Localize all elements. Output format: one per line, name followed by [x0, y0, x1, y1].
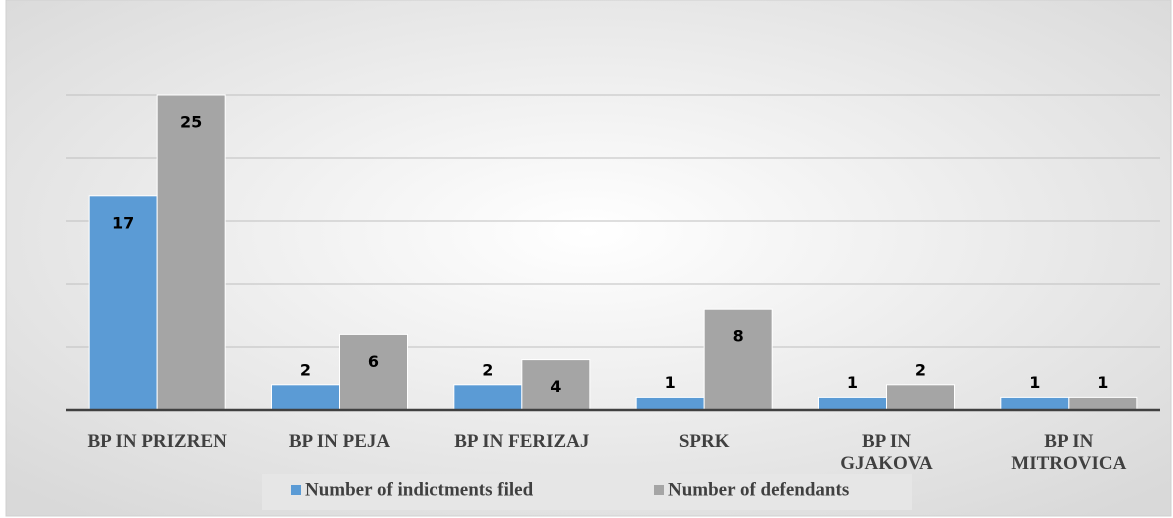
- value-label: 2: [915, 360, 926, 379]
- x-tick-label: BP IN PEJA: [289, 431, 391, 452]
- bar: [818, 396, 887, 411]
- value-label: 17: [112, 213, 134, 232]
- value-label: 8: [733, 327, 744, 346]
- value-label: 25: [180, 113, 202, 132]
- bar: [635, 396, 705, 411]
- x-tick-label-line: GJAKOVA: [840, 453, 933, 474]
- x-tick-label: BP IN MITROVICA: [1011, 431, 1126, 474]
- bar: [339, 333, 408, 411]
- bar: [703, 308, 773, 411]
- x-tick-label-line: BP IN: [1044, 431, 1093, 452]
- bar: [453, 384, 523, 411]
- bar: [886, 384, 955, 411]
- value-label: 1: [1029, 373, 1040, 392]
- legend-label: Number of defendants: [668, 479, 849, 500]
- x-tick-label-line: MITROVICA: [1011, 453, 1126, 474]
- x-tick-label-line: BP IN: [862, 431, 911, 452]
- x-tick-label: SPRK: [679, 431, 730, 452]
- bar: [1068, 396, 1138, 411]
- bar: [271, 384, 340, 411]
- bar: [1000, 396, 1070, 411]
- value-label: 1: [665, 373, 676, 392]
- legend-swatch: [654, 485, 664, 495]
- value-label: 4: [550, 377, 561, 396]
- value-label: 1: [847, 373, 858, 392]
- bar: [88, 195, 158, 411]
- value-label: 1: [1097, 373, 1108, 392]
- legend-background: [262, 474, 912, 510]
- legend-swatch: [291, 485, 301, 495]
- x-tick-label: BP IN GJAKOVA: [840, 431, 933, 474]
- x-tick-label: BP IN FERIZAJ: [454, 431, 589, 452]
- value-label: 2: [300, 360, 311, 379]
- legend-label: Number of indictments filed: [305, 479, 534, 500]
- x-tick-label: BP IN PRIZREN: [87, 431, 227, 452]
- value-label: 2: [482, 360, 493, 379]
- bar: [156, 94, 226, 411]
- value-label: 6: [368, 352, 379, 371]
